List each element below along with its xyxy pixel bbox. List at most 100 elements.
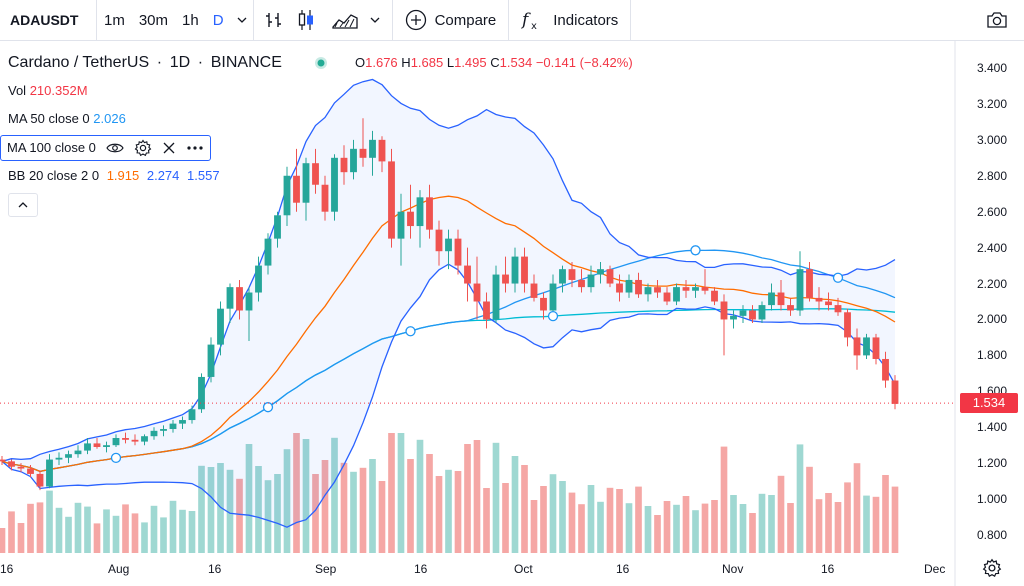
chart-type-chevron-down-icon[interactable] — [364, 0, 386, 41]
ma-marker — [690, 245, 701, 256]
legend-collapse-wrapper — [8, 193, 38, 217]
candle-body — [131, 439, 139, 442]
volume-bar — [806, 466, 813, 553]
candle-body — [872, 337, 880, 359]
candle-body — [274, 215, 281, 239]
svg-text:x: x — [531, 21, 537, 31]
close-icon[interactable] — [162, 141, 176, 155]
candle-body — [644, 287, 652, 295]
candle — [217, 301, 224, 356]
candle — [207, 337, 215, 383]
candle — [36, 470, 44, 491]
interval-1h-button[interactable]: 1h — [182, 11, 199, 29]
close-value: 1.534 — [499, 55, 533, 70]
candle — [806, 261, 813, 302]
ma50-legend[interactable]: MA 50 close 0 2.026 — [8, 108, 126, 130]
settings-gear-icon[interactable] — [134, 139, 152, 157]
volume-bar — [397, 433, 405, 553]
volume-bar — [321, 460, 329, 553]
price-chart[interactable] — [0, 41, 1024, 586]
chart-settings-gear-icon[interactable] — [982, 558, 1002, 583]
plus-circle-icon — [405, 9, 426, 31]
candle-body — [521, 256, 528, 284]
candle-body — [207, 344, 215, 377]
price-axis-label: 1.200 — [977, 456, 1008, 471]
candle — [359, 118, 367, 167]
candles-chart-type-icon[interactable] — [290, 0, 322, 41]
candle-body — [578, 279, 585, 288]
candle-body — [8, 461, 15, 467]
interval-1m-button[interactable]: 1m — [104, 11, 125, 29]
candle-body — [891, 380, 899, 404]
candle-body — [473, 283, 481, 302]
more-options-icon[interactable] — [186, 145, 204, 151]
candle — [720, 294, 728, 356]
bollinger-legend[interactable]: BB 20 close 2 0 1.915 2.274 1.557 — [8, 165, 220, 187]
market-status-dot-icon[interactable] — [313, 52, 329, 74]
interval-30m-button[interactable]: 30m — [138, 11, 169, 29]
volume-bar — [768, 495, 775, 553]
candle-body — [27, 468, 34, 474]
candle-body — [150, 430, 158, 437]
volume-value: 210.352M — [29, 83, 88, 98]
volume-bar — [312, 474, 319, 553]
candle — [654, 279, 661, 298]
volume-bar — [445, 469, 452, 553]
low-label: L — [446, 55, 455, 70]
volume-bar — [454, 471, 462, 553]
candle — [663, 287, 671, 306]
volume-bar — [435, 476, 443, 553]
volume-bar — [407, 459, 414, 553]
legend-collapse-chevron-up-icon[interactable] — [8, 193, 38, 217]
candle-body — [587, 274, 595, 288]
candle-body — [673, 287, 680, 302]
toolbar-divider — [252, 0, 254, 41]
candle-body — [141, 436, 148, 442]
bar-chart-type-icon[interactable] — [254, 0, 290, 41]
price-axis-label: 1.400 — [977, 420, 1008, 435]
volume-bar — [198, 465, 205, 553]
candle-body — [160, 429, 167, 431]
snapshot-camera-icon[interactable] — [970, 0, 1024, 41]
time-axis-label: Oct — [514, 562, 533, 576]
candle — [160, 425, 167, 437]
candle — [416, 190, 424, 248]
interval-d-button[interactable]: D — [212, 11, 224, 29]
svg-text:f: f — [521, 10, 531, 30]
candle-body — [844, 312, 851, 338]
bollinger-band-fill — [2, 79, 895, 528]
candle-body — [312, 163, 319, 185]
interval-dropdown-chevron-down-icon[interactable] — [231, 0, 253, 41]
ma100-legend-box[interactable]: MA 100 close 0 — [0, 135, 211, 161]
volume-bar — [749, 513, 756, 553]
price-axis-label: 2.200 — [977, 276, 1008, 291]
ma50-value: 2.026 — [93, 111, 126, 126]
volume-bar — [426, 454, 433, 553]
area-chart-type-icon[interactable] — [322, 0, 364, 41]
compare-button[interactable]: Compare — [393, 0, 509, 41]
ma100-legend[interactable]: MA 100 close 0 — [0, 135, 211, 161]
candle-body — [340, 157, 348, 173]
volume-bar — [844, 482, 851, 553]
candle-body — [758, 305, 766, 320]
volume-bar — [606, 487, 614, 553]
candle-body — [407, 211, 414, 227]
volume-bar — [834, 502, 842, 553]
compare-label: Compare — [434, 11, 497, 29]
toolbar-divider — [508, 0, 510, 41]
symbol-search-button[interactable]: ADAUSDT — [10, 12, 79, 28]
bb-lower-value: 1.557 — [187, 168, 220, 183]
time-axis-label: 16 — [616, 562, 630, 576]
candle — [369, 130, 376, 176]
candle-body — [796, 269, 804, 311]
volume-bar — [578, 504, 585, 553]
eye-icon[interactable] — [106, 142, 124, 154]
candle — [568, 261, 576, 288]
volume-bar — [654, 515, 661, 553]
candle-body — [255, 265, 262, 293]
ma-marker — [547, 310, 559, 322]
candle — [245, 287, 253, 342]
candle — [55, 452, 63, 465]
